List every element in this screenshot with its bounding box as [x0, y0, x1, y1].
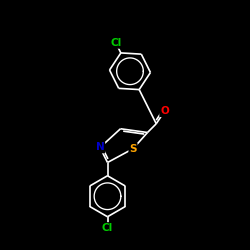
Text: S: S: [129, 144, 137, 154]
Text: O: O: [160, 106, 169, 116]
Text: N: N: [96, 142, 104, 152]
Text: Cl: Cl: [110, 38, 122, 48]
Text: Cl: Cl: [102, 223, 113, 233]
